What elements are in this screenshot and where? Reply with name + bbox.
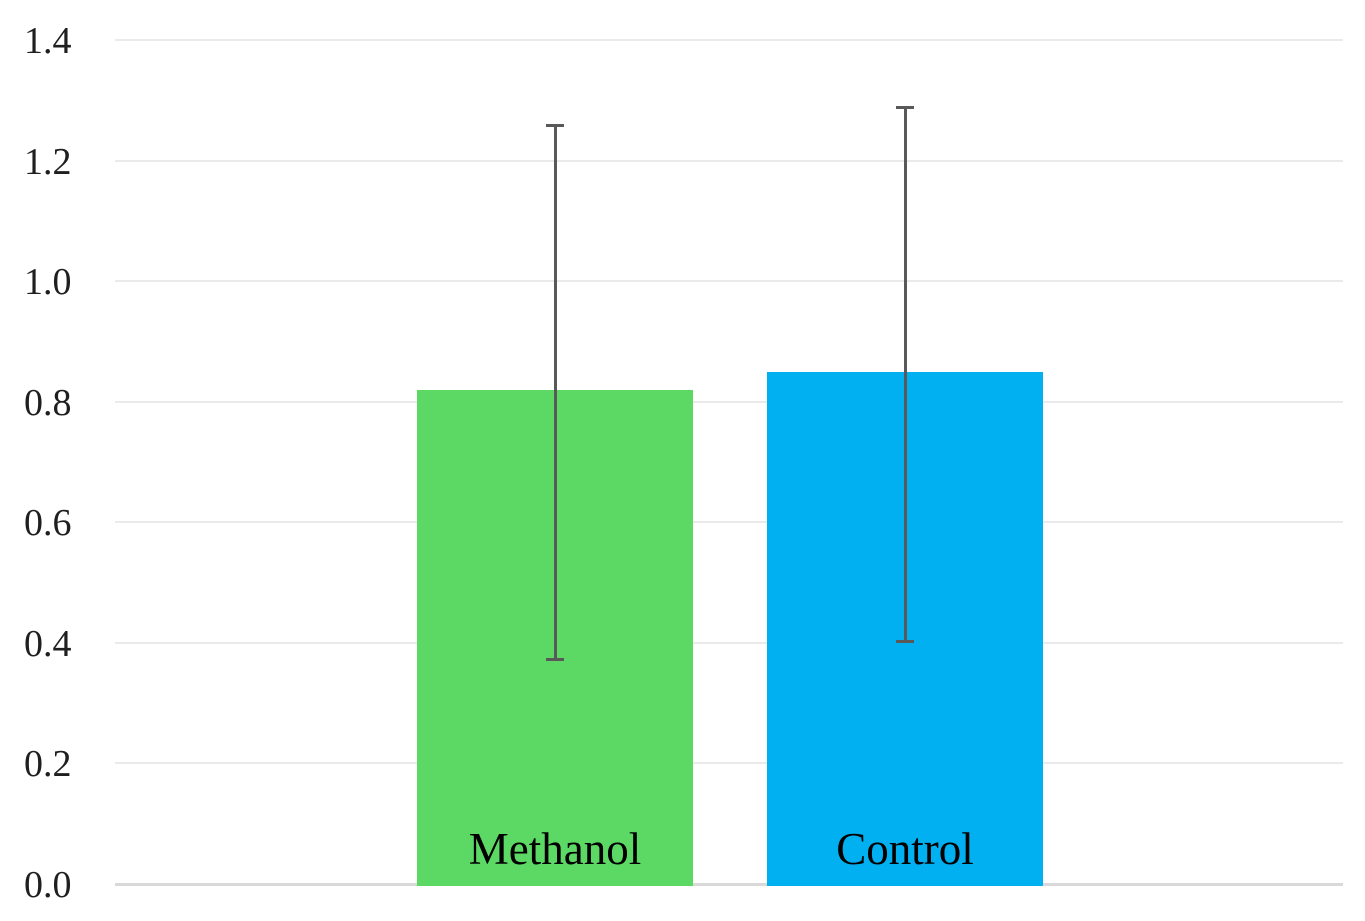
error-bar-cap-bottom-control bbox=[896, 639, 914, 643]
y-gridline bbox=[115, 762, 1343, 765]
error-bar-cap-bottom-methanol bbox=[546, 657, 564, 661]
error-bar-line-control bbox=[903, 106, 907, 643]
error-bar-cap-top-methanol bbox=[546, 124, 564, 128]
y-gridline bbox=[115, 39, 1343, 41]
y-gridline bbox=[115, 280, 1343, 283]
y-tick-label: 0.0 bbox=[24, 864, 72, 906]
y-gridline bbox=[115, 159, 1343, 162]
error-bar-cap-top-control bbox=[896, 106, 914, 110]
y-gridline bbox=[115, 641, 1343, 644]
category-label-methanol: Methanol bbox=[468, 823, 642, 874]
x-axis-line bbox=[115, 883, 1343, 886]
y-tick-label: 0.8 bbox=[24, 381, 72, 424]
y-tick-label: 1.4 bbox=[24, 20, 72, 62]
category-label-control: Control bbox=[836, 823, 974, 874]
y-tick-label: 0.4 bbox=[24, 622, 72, 665]
y-gridline bbox=[115, 400, 1343, 403]
error-bar-line-methanol bbox=[553, 124, 557, 661]
y-tick-label: 1.0 bbox=[24, 261, 72, 304]
y-tick-label: 0.2 bbox=[24, 743, 72, 786]
y-gridline bbox=[115, 521, 1343, 524]
y-tick-label: 0.6 bbox=[24, 502, 72, 545]
y-tick-label: 1.2 bbox=[24, 140, 72, 183]
